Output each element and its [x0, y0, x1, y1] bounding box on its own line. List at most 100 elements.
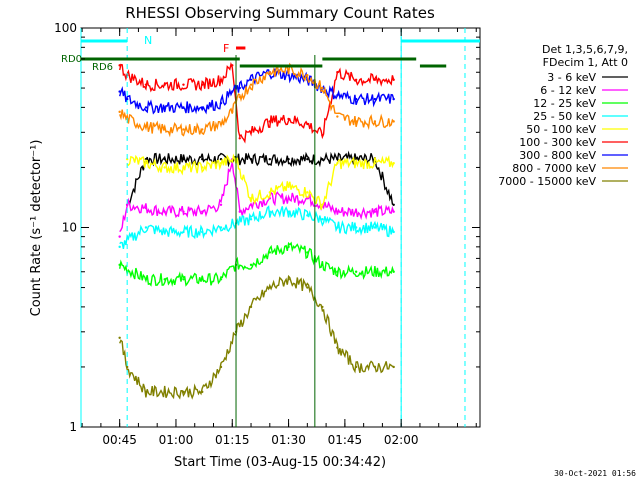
x-tick-label: 01:15 — [215, 433, 250, 447]
series-point-7000-15000-kev — [182, 390, 185, 394]
series-point-100-300-kev — [238, 137, 241, 140]
x-tick-label: 01:30 — [271, 433, 306, 447]
series-point-50-100-kev — [268, 191, 272, 194]
series-point-3-6-kev — [249, 157, 253, 161]
series-point-300-800-kev — [238, 86, 241, 90]
legend-label-50-100-kev: 50 - 100 keV — [526, 123, 596, 136]
series-point-300-800-kev — [392, 97, 395, 101]
series-point-300-800-kev — [249, 78, 253, 81]
series-point-6-12-kev — [354, 210, 358, 213]
series-point-800-7000-kev — [392, 120, 395, 123]
x-tick-label: 01:45 — [328, 433, 363, 447]
series-25-50-kev — [118, 205, 395, 250]
series-point-100-300-kev — [268, 120, 272, 123]
series-point-100-300-kev — [287, 117, 290, 121]
series-point-800-7000-kev — [321, 86, 324, 90]
x-tick-label: 02:00 — [384, 433, 419, 447]
series-point-6-12-kev — [182, 210, 185, 213]
series-point-100-300-kev — [163, 83, 166, 86]
series-point-800-7000-kev — [268, 71, 272, 74]
series-point-12-25-kev — [219, 278, 223, 281]
series-point-6-12-kev — [306, 197, 309, 200]
y-axis-label: Count Rate (s⁻¹ detector⁻¹) — [29, 140, 44, 317]
series-point-300-800-kev — [125, 97, 129, 101]
series-point-6-12-kev — [336, 210, 339, 213]
series-point-300-800-kev — [287, 73, 290, 77]
series-point-7000-15000-kev — [287, 278, 290, 281]
x-tick-label: 00:45 — [102, 433, 137, 447]
series-point-25-50-kev — [219, 226, 223, 229]
series-point-800-7000-kev — [306, 73, 309, 77]
series-point-12-25-kev — [163, 278, 166, 281]
series-12-25-kev — [118, 241, 395, 287]
series-point-100-300-kev — [249, 131, 253, 134]
series-point-800-7000-kev — [118, 110, 121, 114]
series-point-12-25-kev — [182, 278, 185, 281]
series-point-12-25-kev — [373, 270, 377, 273]
series-point-300-800-kev — [373, 97, 377, 101]
series-point-3-6-kev — [306, 157, 309, 161]
series-point-7000-15000-kev — [163, 390, 166, 394]
legend: Det 1,3,5,6,7,9, FDecim 1, Att 0 3 - 6 k… — [498, 43, 628, 188]
series-point-800-7000-kev — [182, 128, 185, 131]
series-point-3-6-kev — [321, 157, 324, 161]
series-point-25-50-kev — [163, 230, 166, 234]
series-point-50-100-kev — [219, 162, 223, 165]
series-point-25-50-kev — [306, 214, 309, 217]
series-point-7000-15000-kev — [354, 365, 358, 369]
series-point-7000-15000-kev — [373, 365, 377, 369]
legend-label-100-300-kev: 100 - 300 keV — [519, 136, 596, 149]
legend-label-3-6-kev: 3 - 6 keV — [547, 71, 596, 84]
series-point-300-800-kev — [219, 101, 223, 105]
tick-layer: 1 10 100 00:45 01:00 01:15 01:30 01:45 02:00 — [54, 21, 480, 447]
series-point-50-100-kev — [287, 185, 290, 188]
series-point-800-7000-kev — [287, 68, 290, 71]
series-line-300-800-kev — [119, 68, 395, 115]
series-point-800-7000-kev — [201, 128, 204, 131]
series-line-3-6-kev — [126, 150, 395, 206]
chart-title: RHESSI Observing Summary Count Rates — [125, 4, 435, 22]
series-point-6-12-kev — [249, 203, 253, 206]
series-point-6-12-kev — [287, 197, 290, 200]
y-tick-label: 10 — [62, 221, 77, 235]
series-point-800-7000-kev — [249, 83, 253, 86]
series-800-7000-kev — [118, 62, 395, 138]
series-300-800-kev — [118, 68, 395, 115]
series-point-300-800-kev — [354, 97, 358, 101]
series-point-100-300-kev — [118, 64, 121, 67]
series-point-100-300-kev — [354, 78, 358, 81]
series-point-300-800-kev — [118, 90, 121, 93]
series-7000-15000-kev — [118, 274, 395, 400]
series-point-25-50-kev — [118, 245, 121, 249]
legend-label-12-25-kev: 12 - 25 keV — [533, 97, 596, 110]
series-point-6-12-kev — [144, 206, 148, 210]
series-layer — [118, 61, 395, 400]
series-point-100-300-kev — [144, 83, 148, 86]
series-point-50-100-kev — [125, 157, 129, 161]
x-tick-label: 01:00 — [159, 433, 194, 447]
series-point-100-300-kev — [321, 134, 324, 137]
series-point-800-7000-kev — [373, 120, 377, 123]
series-point-25-50-kev — [287, 210, 290, 213]
legend-header-line-2: FDecim 1, Att 0 — [543, 56, 628, 69]
series-point-12-25-kev — [144, 278, 148, 281]
series-point-300-800-kev — [163, 106, 166, 109]
series-point-300-800-kev — [231, 90, 234, 93]
series-point-50-100-kev — [201, 166, 204, 169]
series-point-800-7000-kev — [354, 120, 358, 123]
series-point-300-800-kev — [144, 106, 148, 109]
series-point-25-50-kev — [144, 226, 148, 229]
series-point-25-50-kev — [249, 218, 253, 221]
series-point-3-6-kev — [201, 157, 204, 161]
series-point-12-25-kev — [287, 245, 290, 249]
series-point-7000-15000-kev — [321, 305, 324, 309]
series-point-7000-15000-kev — [249, 305, 253, 309]
y-tick-label: 1 — [69, 420, 77, 434]
series-line-12-25-kev — [119, 241, 395, 287]
series-point-100-300-kev — [231, 64, 234, 67]
series-point-6-12-kev — [125, 203, 129, 206]
series-point-7000-15000-kev — [306, 286, 309, 289]
series-point-25-50-kev — [373, 226, 377, 229]
series-point-6-12-kev — [163, 210, 166, 213]
